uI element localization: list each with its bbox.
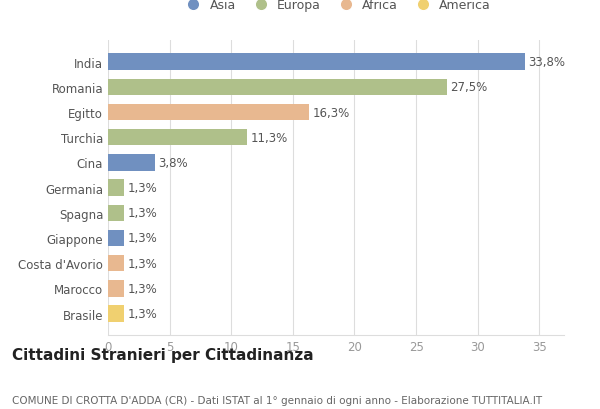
Text: COMUNE DI CROTTA D'ADDA (CR) - Dati ISTAT al 1° gennaio di ogni anno - Elaborazi: COMUNE DI CROTTA D'ADDA (CR) - Dati ISTA… [12,395,542,405]
Text: 3,8%: 3,8% [158,157,188,169]
Text: 1,3%: 1,3% [128,182,157,195]
Bar [108,180,124,196]
Text: 1,3%: 1,3% [128,257,157,270]
Bar [108,205,124,221]
Text: 1,3%: 1,3% [128,307,157,320]
Text: 1,3%: 1,3% [128,232,157,245]
Bar [108,255,124,272]
Bar [108,79,447,96]
Text: 1,3%: 1,3% [128,282,157,295]
Legend: Asia, Europa, Africa, America: Asia, Europa, Africa, America [176,0,496,17]
Text: 16,3%: 16,3% [313,106,350,119]
Text: 11,3%: 11,3% [251,131,288,144]
Text: 1,3%: 1,3% [128,207,157,220]
Bar [108,54,524,71]
Text: Cittadini Stranieri per Cittadinanza: Cittadini Stranieri per Cittadinanza [12,347,314,362]
Text: 27,5%: 27,5% [451,81,488,94]
Bar [108,306,124,322]
Bar [108,281,124,297]
Bar [108,230,124,247]
Bar [108,155,155,171]
Text: 33,8%: 33,8% [528,56,565,69]
Bar [108,130,247,146]
Bar [108,105,309,121]
